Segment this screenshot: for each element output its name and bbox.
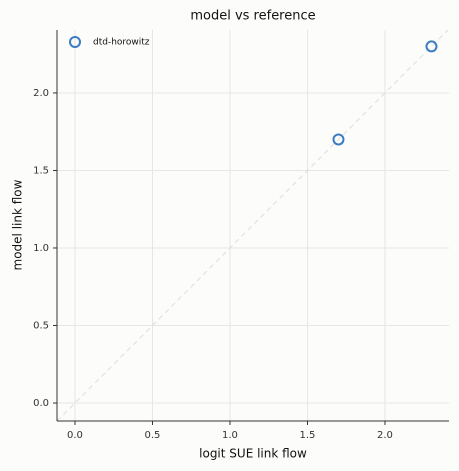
x-tick-label: 1.0	[222, 430, 238, 441]
y-tick-label: 2.0	[33, 88, 49, 99]
x-tick-label: 1.5	[300, 430, 316, 441]
legend-label: dtd-horowitz	[93, 38, 150, 48]
y-tick-label: 1.0	[33, 243, 49, 254]
x-tick-label: 2.0	[377, 430, 393, 441]
x-tick-label: 0.5	[145, 430, 161, 441]
chart-title: model vs reference	[190, 9, 315, 24]
y-tick-label: 1.5	[33, 165, 49, 176]
x-axis-label: logit SUE link flow	[199, 447, 307, 461]
x-tick-label: 0.0	[67, 430, 83, 441]
legend-marker	[69, 36, 81, 48]
y-axis-label: model link flow	[11, 179, 25, 270]
point	[425, 40, 438, 53]
reference-line	[56, 29, 449, 422]
y-tick-label: 0.0	[33, 398, 49, 409]
y-tick-label: 0.5	[33, 320, 49, 331]
point	[332, 133, 345, 146]
